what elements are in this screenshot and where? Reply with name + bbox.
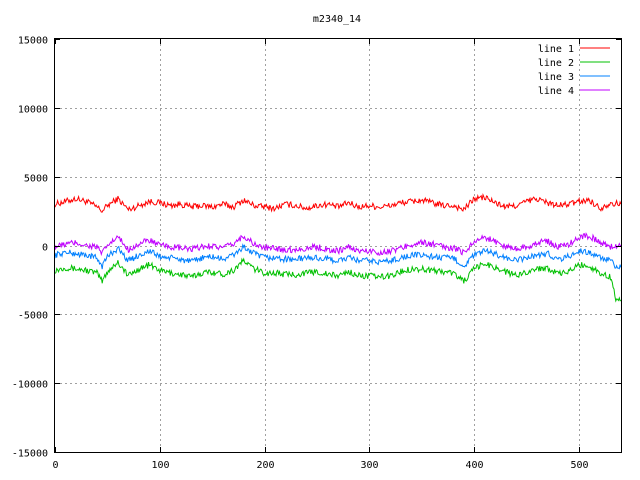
- y-tick-label: 0: [42, 243, 48, 254]
- x-tick-label: 0: [52, 460, 58, 471]
- plot-frame: [54, 38, 622, 453]
- series-line-4: [54, 232, 622, 257]
- y-tick-label: 5000: [24, 174, 48, 185]
- x-tick-label: 100: [151, 460, 169, 471]
- legend: line 1 line 2 line 3 line 4: [538, 44, 610, 97]
- legend-label: line 3: [538, 72, 574, 83]
- x-tick-label: 400: [465, 460, 483, 471]
- plot-series: [54, 192, 622, 303]
- y-tick-label: 15000: [18, 36, 48, 47]
- series-line-1: [54, 192, 622, 213]
- legend-label: line 1: [538, 44, 574, 55]
- x-tick-label: 200: [256, 460, 274, 471]
- y-tick-label: -5000: [18, 311, 48, 322]
- series-line-3: [54, 243, 622, 270]
- x-tick-label: 500: [570, 460, 588, 471]
- legend-label: line 4: [538, 86, 574, 97]
- y-tick-label: 10000: [18, 105, 48, 116]
- series-line-2: [54, 257, 622, 303]
- y-tick-label: -15000: [12, 449, 48, 460]
- y-tick-label: -10000: [12, 380, 48, 391]
- x-tick-label: 300: [360, 460, 378, 471]
- axes: 0 100 200 300 400 500 -15000 -10000 -5000 0 5000 10…: [12, 36, 621, 471]
- legend-label: line 2: [538, 58, 574, 69]
- chart-title: m2340_14: [313, 14, 361, 25]
